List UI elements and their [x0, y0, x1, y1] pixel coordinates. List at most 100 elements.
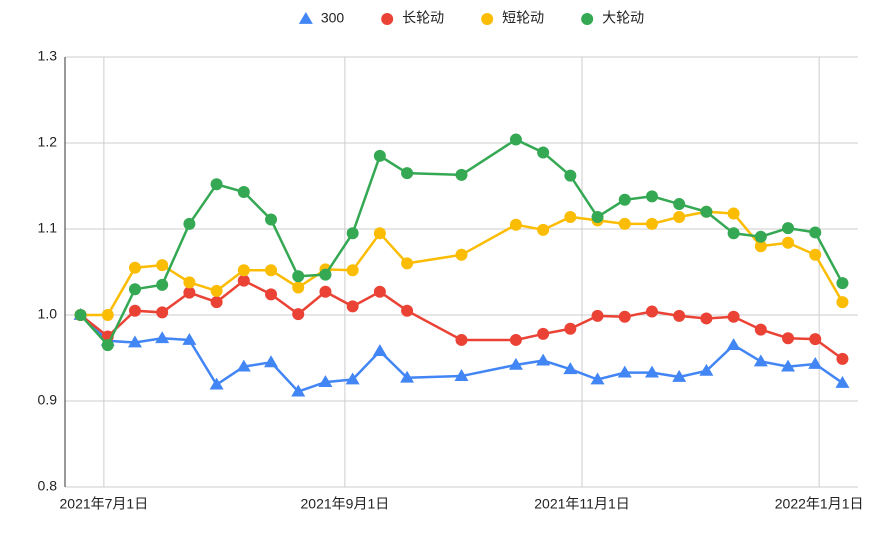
data-point — [319, 285, 332, 298]
data-point — [726, 338, 741, 350]
y-tick-label: 1.0 — [38, 306, 58, 322]
data-point — [753, 354, 768, 367]
data-point — [782, 332, 795, 345]
data-point — [291, 384, 306, 397]
data-point — [781, 359, 796, 372]
data-point — [727, 207, 740, 220]
data-point — [346, 227, 359, 240]
y-tick-label: 1.2 — [38, 134, 58, 150]
data-point — [127, 335, 142, 348]
data-point — [128, 304, 141, 317]
data-point — [700, 312, 713, 325]
legend-label: 300 — [321, 10, 345, 26]
data-point — [645, 305, 658, 318]
data-point — [645, 190, 658, 203]
data-point — [836, 296, 849, 309]
data-point — [509, 218, 522, 231]
data-point — [809, 248, 822, 261]
data-point — [400, 370, 415, 383]
data-point — [754, 323, 767, 336]
data-point — [292, 270, 305, 283]
data-point — [401, 167, 414, 180]
data-point — [673, 309, 686, 322]
data-point — [727, 227, 740, 240]
data-point — [237, 264, 250, 277]
data-point — [182, 332, 197, 345]
y-tick-label: 0.9 — [38, 392, 58, 408]
data-point — [155, 331, 170, 344]
data-point — [808, 357, 823, 369]
data-point — [509, 133, 522, 146]
data-point — [564, 210, 577, 223]
data-point — [101, 339, 114, 352]
data-point — [537, 327, 550, 340]
data-point — [617, 365, 632, 378]
data-point — [673, 198, 686, 211]
data-point — [101, 309, 114, 321]
data-point — [508, 357, 523, 370]
data-point — [264, 355, 279, 368]
data-point — [128, 261, 141, 274]
y-tick-label: 1.1 — [38, 220, 58, 236]
data-point — [210, 296, 223, 309]
data-point — [345, 372, 360, 385]
data-point — [373, 227, 386, 240]
data-point — [183, 286, 196, 299]
data-point — [401, 257, 414, 270]
legend-marker — [481, 13, 494, 25]
data-point — [673, 210, 686, 223]
y-tick-label: 1.3 — [38, 48, 58, 64]
legend-label: 长轮动 — [402, 10, 444, 26]
series-line — [80, 210, 844, 317]
data-point — [590, 372, 605, 385]
legend-marker — [298, 12, 313, 24]
data-point — [455, 168, 468, 181]
data-point — [536, 353, 551, 366]
data-point — [183, 276, 196, 289]
data-point — [591, 309, 604, 322]
data-point — [156, 278, 169, 291]
data-point — [537, 146, 550, 159]
data-point — [618, 217, 631, 230]
data-point — [237, 186, 250, 199]
data-point — [754, 230, 767, 243]
data-point — [265, 264, 278, 277]
data-point — [265, 213, 278, 226]
data-point — [292, 281, 305, 294]
data-point — [318, 375, 333, 387]
data-point — [537, 223, 550, 236]
y-tick-label: 0.8 — [38, 478, 58, 494]
data-point — [644, 365, 659, 378]
x-tick-label: 2022年1月1日 — [775, 496, 864, 512]
data-point — [564, 322, 577, 335]
data-point — [401, 304, 414, 317]
data-point — [754, 240, 767, 253]
legend-label: 短轮动 — [502, 10, 544, 26]
data-point — [591, 210, 604, 223]
data-point — [727, 310, 740, 323]
data-point — [699, 363, 714, 376]
data-point — [237, 274, 250, 287]
data-point — [346, 300, 359, 313]
x-tick-label: 2021年7月1日 — [60, 496, 149, 512]
data-point — [455, 248, 468, 261]
data-point — [128, 283, 141, 296]
legend-marker — [381, 13, 394, 25]
x-tick-label: 2021年11月1日 — [534, 496, 629, 512]
data-point — [836, 352, 849, 365]
data-point — [672, 369, 687, 382]
data-point — [454, 369, 469, 381]
data-point — [373, 149, 386, 162]
data-point — [618, 193, 631, 206]
data-point — [156, 259, 169, 272]
data-point — [373, 285, 386, 298]
data-point — [455, 333, 468, 346]
data-point — [265, 288, 278, 301]
data-point — [156, 306, 169, 319]
data-point — [809, 333, 822, 346]
data-point — [292, 308, 305, 321]
data-point — [836, 277, 849, 290]
data-point — [346, 264, 359, 277]
data-point — [210, 284, 223, 297]
